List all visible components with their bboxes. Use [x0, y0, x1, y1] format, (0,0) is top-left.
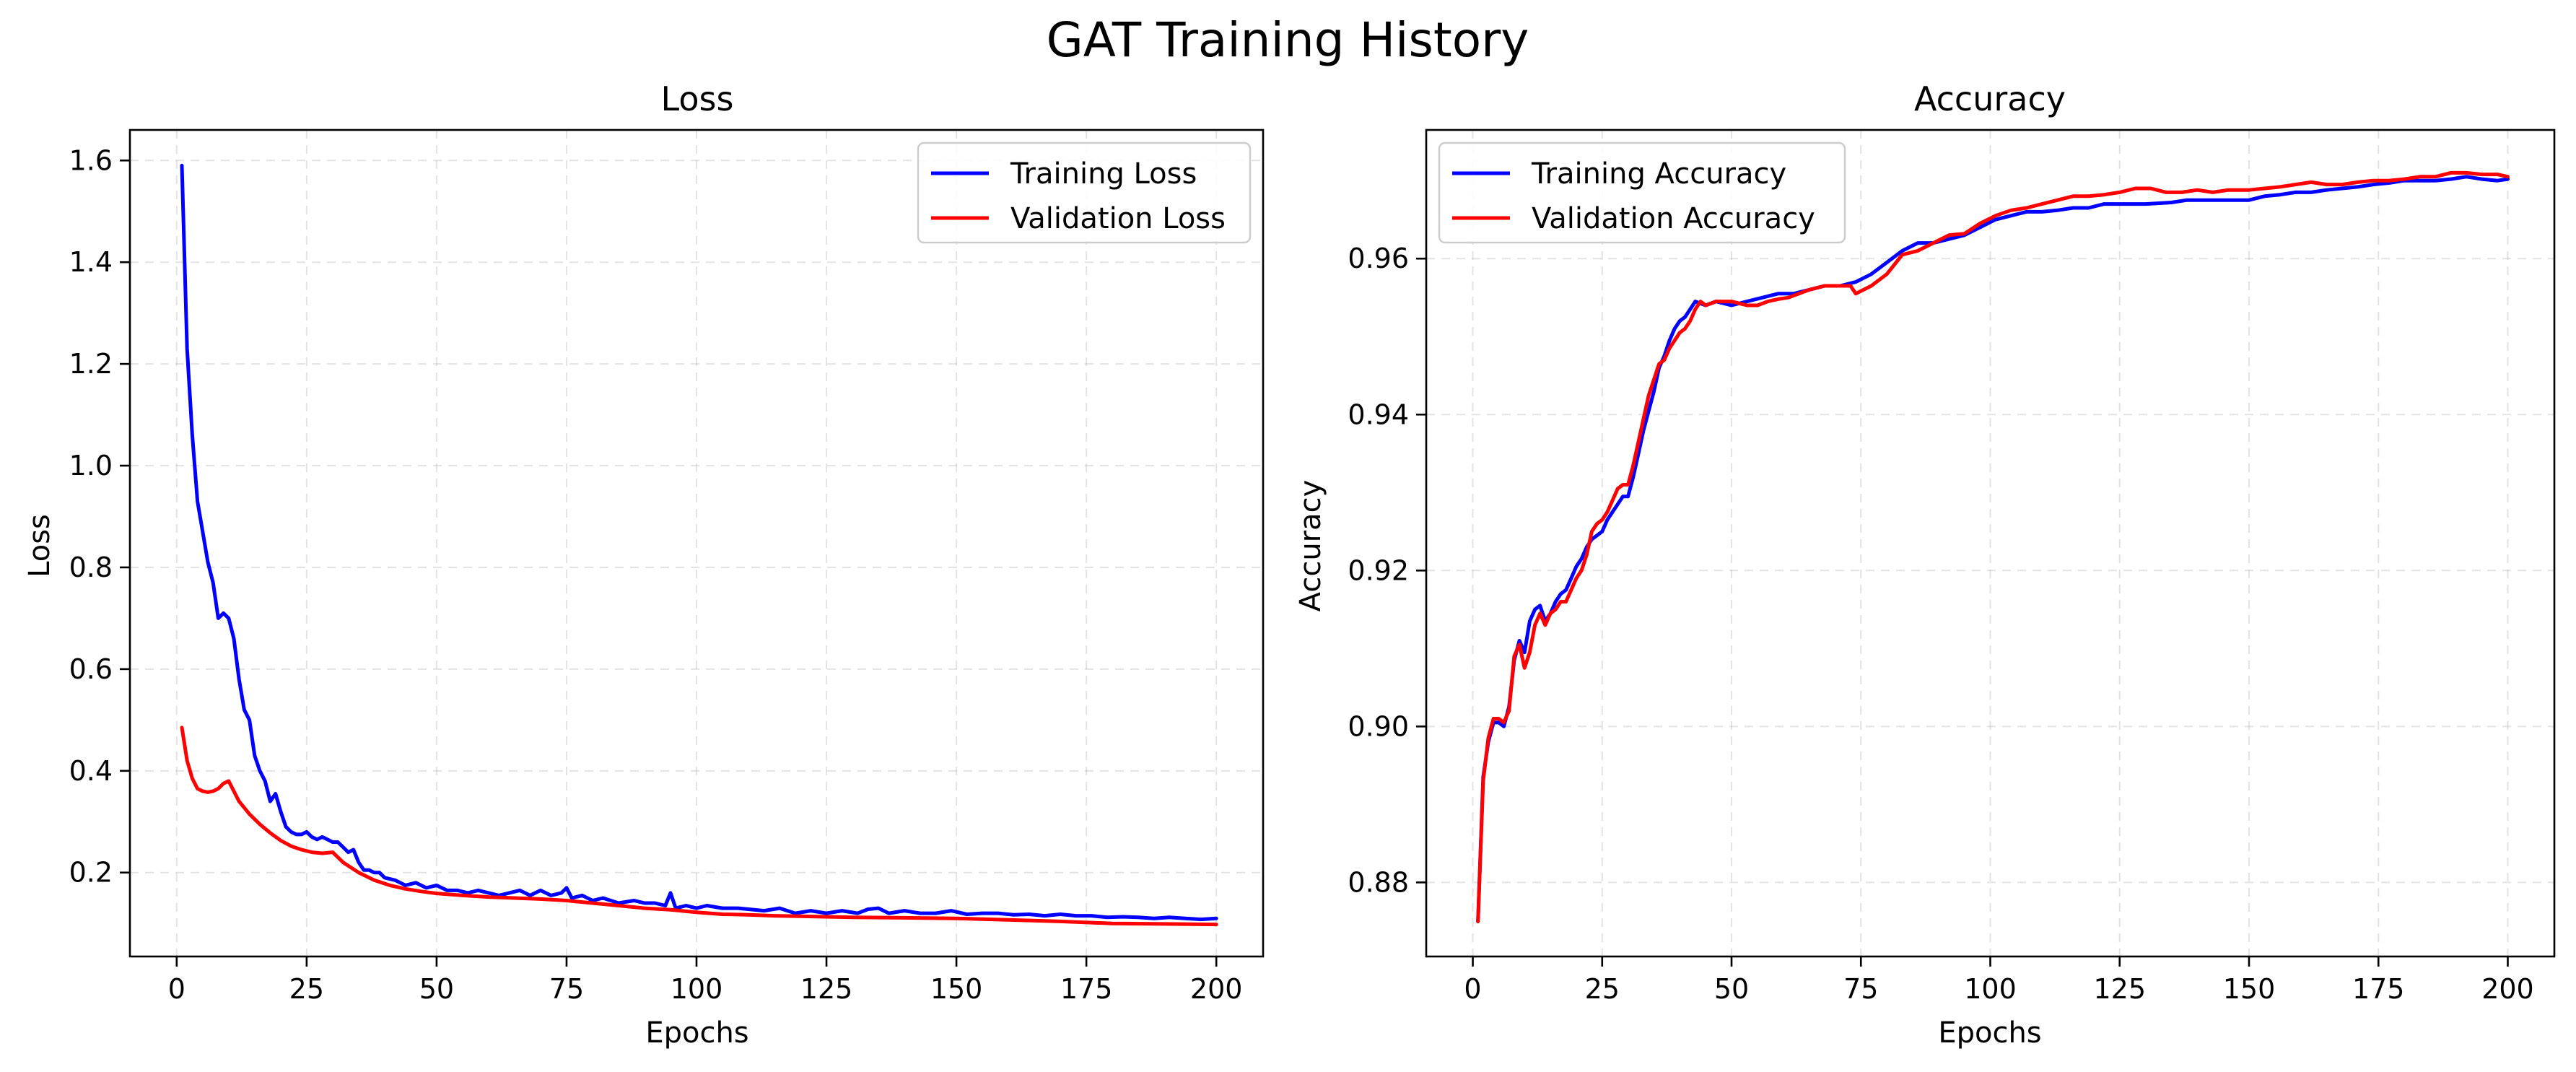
accuracy-x-tick-label: 125 [2093, 973, 2146, 1005]
loss-legend-box [917, 141, 1252, 244]
accuracy-x-tick-label: 25 [1585, 973, 1620, 1005]
accuracy-y-tick-label: 0.90 [1348, 710, 1409, 742]
loss-x-tick-label: 0 [168, 973, 185, 1005]
accuracy-chart-title: Accuracy [1914, 79, 2066, 118]
loss-y-axis-label: Loss [23, 514, 56, 578]
loss-x-axis-label: Epochs [645, 1016, 748, 1050]
accuracy-legend-entry: Validation Accuracy [1452, 202, 1815, 235]
loss-legend-label: Validation Loss [1010, 202, 1226, 235]
loss-x-tick-label: 200 [1190, 973, 1243, 1005]
loss-legend-entry: Validation Loss [931, 202, 1226, 235]
loss-legend-entry: Training Loss [931, 157, 1197, 191]
loss-legend-label: Training Loss [1010, 157, 1197, 191]
loss-chart-title: Loss [661, 79, 734, 118]
loss-x-tick-label: 150 [930, 973, 983, 1005]
loss-x-tick-label: 125 [800, 973, 853, 1005]
accuracy-x-tick-label: 200 [2481, 973, 2534, 1005]
accuracy-legend-box [1438, 141, 1846, 244]
accuracy-legend: Training Accuracy Validation Accuracy [1438, 141, 1846, 244]
loss-chart: Loss Epochs Loss 0 25 50 75 100 125 150 175 200 0… [23, 79, 1265, 1050]
loss-y-tick-label: 0.8 [69, 552, 113, 583]
accuracy-series-validation-accuracy [1476, 170, 2510, 923]
accuracy-x-tick-label: 175 [2352, 973, 2405, 1005]
accuracy-legend-label: Validation Accuracy [1532, 202, 1815, 235]
loss-x-tick-label: 75 [549, 973, 584, 1005]
loss-series-validation-loss-line [180, 725, 1218, 927]
accuracy-y-tick-label: 0.96 [1348, 243, 1409, 274]
loss-y-tick-label: 1.0 [69, 450, 113, 481]
accuracy-x-tick-label: 150 [2223, 973, 2276, 1005]
accuracy-x-tick-label: 0 [1464, 973, 1481, 1005]
accuracy-y-tick-label: 0.92 [1348, 554, 1409, 586]
loss-y-tick-label: 0.6 [69, 653, 113, 685]
loss-x-tick-label: 100 [671, 973, 723, 1005]
loss-x-tick-label: 50 [419, 973, 454, 1005]
loss-y-tick-label: 1.4 [69, 246, 113, 278]
loss-x-tick-label: 175 [1060, 973, 1113, 1005]
loss-y-tick-label: 1.6 [69, 144, 113, 176]
accuracy-chart: Accuracy Epochs Accuracy 0 25 50 75 100 125 15… [1294, 79, 2556, 1050]
accuracy-series-training-accuracy-line [1476, 175, 2510, 923]
accuracy-x-tick-label: 100 [1964, 973, 2017, 1005]
accuracy-x-tick-label: 50 [1714, 973, 1749, 1005]
figure-title: GAT Training History [1047, 12, 1529, 68]
loss-y-tick-label: 0.4 [69, 755, 113, 787]
accuracy-x-axis-label: Epochs [1938, 1016, 2041, 1050]
accuracy-x-tick-label: 75 [1843, 973, 1878, 1005]
accuracy-y-axis-label: Accuracy [1294, 480, 1327, 612]
accuracy-y-tick-label: 0.88 [1348, 866, 1409, 898]
loss-series-training-loss [180, 163, 1218, 922]
loss-series-training-loss-line [180, 163, 1218, 922]
loss-series-validation-loss [180, 725, 1218, 927]
accuracy-legend-entry: Training Accuracy [1452, 157, 1786, 191]
accuracy-legend-label: Training Accuracy [1531, 157, 1786, 191]
loss-x-tick-label: 25 [289, 973, 324, 1005]
loss-y-tick-label: 1.2 [69, 348, 113, 380]
accuracy-series-validation-accuracy-line [1476, 170, 2510, 923]
loss-legend: Training Loss Validation Loss [917, 141, 1252, 244]
accuracy-y-tick-label: 0.94 [1348, 398, 1409, 430]
accuracy-series-training-accuracy [1476, 175, 2510, 923]
loss-y-tick-label: 0.2 [69, 857, 113, 889]
